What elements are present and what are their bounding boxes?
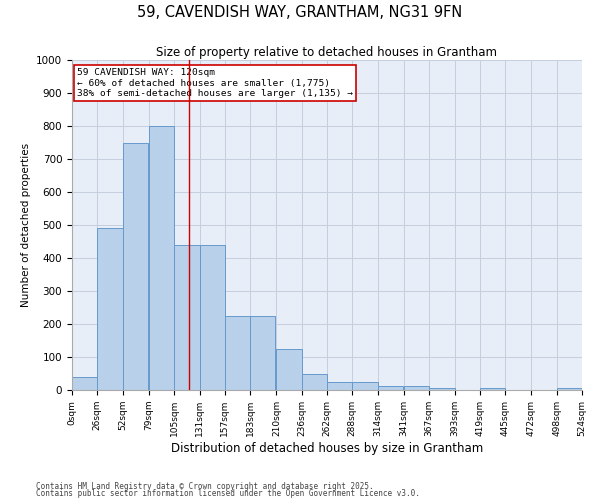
Bar bbox=[557, 388, 582, 390]
Bar bbox=[250, 316, 275, 390]
Bar bbox=[72, 377, 97, 390]
Bar bbox=[429, 388, 455, 390]
Bar bbox=[480, 388, 505, 390]
Bar bbox=[149, 126, 174, 390]
Text: 59, CAVENDISH WAY, GRANTHAM, NG31 9FN: 59, CAVENDISH WAY, GRANTHAM, NG31 9FN bbox=[137, 5, 463, 20]
Bar bbox=[225, 316, 250, 390]
Bar bbox=[352, 382, 377, 390]
Bar bbox=[97, 228, 122, 390]
Y-axis label: Number of detached properties: Number of detached properties bbox=[20, 143, 31, 307]
Bar bbox=[199, 245, 225, 390]
Text: Contains public sector information licensed under the Open Government Licence v3: Contains public sector information licen… bbox=[36, 489, 420, 498]
Bar bbox=[174, 245, 200, 390]
Bar bbox=[277, 349, 302, 390]
Text: 59 CAVENDISH WAY: 120sqm
← 60% of detached houses are smaller (1,775)
38% of sem: 59 CAVENDISH WAY: 120sqm ← 60% of detach… bbox=[77, 68, 353, 98]
Title: Size of property relative to detached houses in Grantham: Size of property relative to detached ho… bbox=[157, 46, 497, 59]
Bar bbox=[302, 374, 327, 390]
Bar bbox=[327, 382, 352, 390]
X-axis label: Distribution of detached houses by size in Grantham: Distribution of detached houses by size … bbox=[171, 442, 483, 454]
Bar bbox=[404, 386, 429, 390]
Text: Contains HM Land Registry data © Crown copyright and database right 2025.: Contains HM Land Registry data © Crown c… bbox=[36, 482, 374, 491]
Bar bbox=[122, 142, 148, 390]
Bar bbox=[377, 386, 403, 390]
